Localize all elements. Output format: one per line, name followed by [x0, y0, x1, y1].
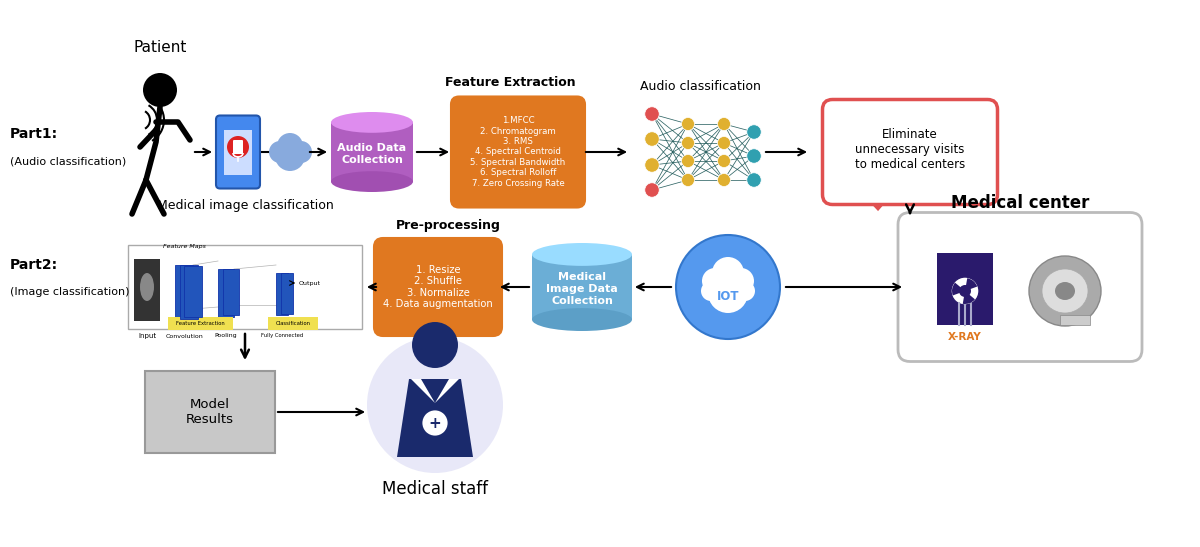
Circle shape — [746, 149, 761, 163]
Text: Part2:: Part2: — [10, 258, 58, 272]
Circle shape — [644, 183, 659, 197]
Bar — [532, 254, 632, 319]
Circle shape — [734, 281, 755, 301]
FancyBboxPatch shape — [268, 317, 318, 330]
FancyBboxPatch shape — [168, 317, 233, 330]
Ellipse shape — [532, 243, 632, 266]
FancyBboxPatch shape — [128, 245, 362, 329]
Circle shape — [728, 268, 754, 294]
FancyBboxPatch shape — [822, 100, 997, 205]
FancyBboxPatch shape — [145, 371, 275, 453]
Polygon shape — [397, 379, 473, 457]
Text: Model
Results: Model Results — [186, 398, 234, 426]
Circle shape — [682, 173, 695, 187]
Circle shape — [718, 173, 731, 187]
Text: Medical staff: Medical staff — [382, 480, 488, 498]
Ellipse shape — [1042, 269, 1088, 313]
Text: IOT: IOT — [716, 290, 739, 304]
FancyBboxPatch shape — [451, 96, 586, 207]
Text: Part1:: Part1: — [10, 127, 58, 141]
Circle shape — [712, 257, 744, 289]
FancyBboxPatch shape — [223, 269, 239, 315]
Ellipse shape — [1055, 282, 1075, 300]
Text: +: + — [428, 416, 442, 430]
Circle shape — [708, 273, 748, 313]
Ellipse shape — [1028, 256, 1100, 326]
FancyBboxPatch shape — [374, 238, 502, 336]
FancyBboxPatch shape — [281, 273, 293, 313]
Circle shape — [676, 235, 780, 339]
Wedge shape — [965, 278, 977, 291]
Circle shape — [718, 137, 731, 149]
Polygon shape — [865, 195, 890, 208]
Circle shape — [367, 337, 503, 473]
Circle shape — [746, 173, 761, 187]
FancyBboxPatch shape — [276, 273, 288, 315]
Ellipse shape — [532, 308, 632, 331]
Circle shape — [952, 277, 979, 305]
Text: Feature Extraction: Feature Extraction — [176, 321, 224, 326]
Text: 1.MFCC
2. Chromatogram
3. RMS
4. Spectral Centroid
5. Spectral Bandwidth
6. Spec: 1.MFCC 2. Chromatogram 3. RMS 4. Spectra… — [470, 117, 565, 188]
Text: Medical
Image Data
Collection: Medical Image Data Collection — [546, 272, 618, 306]
FancyBboxPatch shape — [180, 265, 198, 319]
Text: 1. Resize
2. Shuffle
3. Normalize
4. Data augmentation: 1. Resize 2. Shuffle 3. Normalize 4. Dat… — [383, 265, 493, 310]
Text: X-RAY: X-RAY — [948, 331, 982, 341]
Wedge shape — [952, 283, 965, 295]
Circle shape — [701, 281, 721, 301]
Text: Patient: Patient — [133, 39, 187, 55]
FancyBboxPatch shape — [185, 266, 203, 317]
Text: Classification: Classification — [276, 321, 311, 326]
Text: Audio classification: Audio classification — [640, 80, 761, 94]
Text: Audio Data
Collection: Audio Data Collection — [337, 143, 407, 165]
Circle shape — [718, 118, 731, 131]
Circle shape — [227, 136, 250, 158]
Bar — [331, 123, 413, 182]
Ellipse shape — [331, 112, 413, 133]
Circle shape — [959, 285, 971, 297]
Text: Pre-processing: Pre-processing — [396, 218, 500, 231]
Text: Feature Maps: Feature Maps — [162, 244, 205, 249]
Polygon shape — [434, 379, 458, 403]
Circle shape — [421, 409, 449, 437]
Circle shape — [644, 107, 659, 121]
Text: (Audio classification): (Audio classification) — [10, 157, 126, 167]
Ellipse shape — [331, 171, 413, 192]
Ellipse shape — [140, 273, 154, 301]
FancyBboxPatch shape — [233, 140, 244, 154]
FancyBboxPatch shape — [218, 269, 234, 317]
Bar — [937, 253, 994, 325]
Circle shape — [682, 137, 695, 149]
Text: (Image classification): (Image classification) — [10, 287, 130, 297]
Circle shape — [718, 154, 731, 167]
Text: Eliminate
unnecessary visits
to medical centers: Eliminate unnecessary visits to medical … — [854, 129, 965, 172]
Bar — [134, 259, 160, 321]
Circle shape — [290, 141, 312, 163]
Circle shape — [412, 322, 458, 368]
FancyBboxPatch shape — [175, 265, 193, 321]
Circle shape — [682, 118, 695, 131]
Circle shape — [746, 125, 761, 139]
Circle shape — [702, 268, 728, 294]
Circle shape — [644, 158, 659, 172]
Bar — [1060, 315, 1090, 325]
Text: Output: Output — [299, 281, 322, 286]
Circle shape — [682, 154, 695, 167]
FancyBboxPatch shape — [224, 130, 252, 174]
Text: Medical center: Medical center — [950, 194, 1090, 212]
Text: Convolution: Convolution — [166, 334, 203, 339]
Text: Pooling: Pooling — [215, 334, 238, 339]
Text: Medical image classification: Medical image classification — [157, 199, 334, 212]
FancyBboxPatch shape — [216, 115, 260, 189]
Circle shape — [644, 132, 659, 146]
Wedge shape — [962, 291, 974, 304]
Circle shape — [275, 141, 305, 171]
Text: Feature Extraction: Feature Extraction — [445, 76, 575, 89]
Text: Input: Input — [138, 333, 156, 339]
FancyBboxPatch shape — [898, 212, 1142, 362]
Circle shape — [143, 73, 178, 107]
Circle shape — [269, 141, 292, 163]
Polygon shape — [410, 379, 434, 403]
Circle shape — [277, 133, 302, 159]
Text: Fully Connected: Fully Connected — [260, 334, 304, 339]
